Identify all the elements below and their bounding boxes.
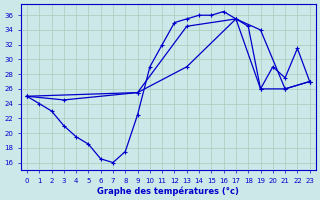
X-axis label: Graphe des températures (°c): Graphe des températures (°c)	[97, 186, 239, 196]
